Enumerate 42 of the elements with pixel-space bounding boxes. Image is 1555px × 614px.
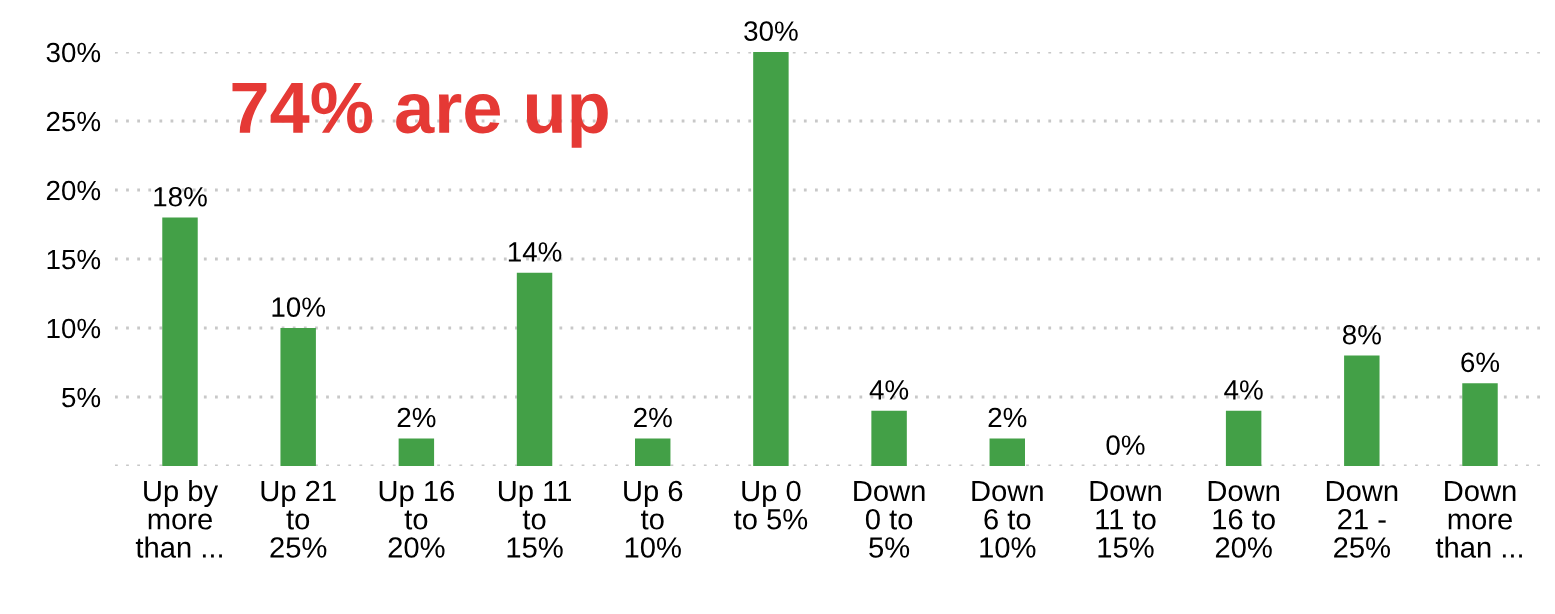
bar <box>753 52 789 466</box>
bar <box>280 328 316 466</box>
bar <box>635 438 671 466</box>
y-tick-label: 20% <box>46 180 101 201</box>
x-tick-label: Up 11 to 15% <box>498 480 571 558</box>
x-tick-label: Down 6 to 10% <box>972 480 1043 558</box>
data-label: 4% <box>869 380 909 400</box>
bar <box>1462 383 1498 466</box>
data-label: 30% <box>744 21 798 41</box>
data-label: 2% <box>988 407 1027 428</box>
x-tick-label: Down 21 - 25% <box>1326 480 1398 558</box>
x-tick-label: Down more than ... <box>1435 480 1522 558</box>
x-tick-label: Down 16 to 20% <box>1208 480 1280 558</box>
y-tick-label: 10% <box>47 318 101 339</box>
data-label: 4% <box>1224 380 1263 400</box>
bar <box>1225 410 1262 466</box>
x-tick-label: Up 16 to 20% <box>379 480 454 558</box>
data-label: 6% <box>1461 352 1500 373</box>
bar <box>871 410 907 466</box>
bar <box>1344 355 1380 466</box>
bar <box>989 438 1025 466</box>
data-label: 2% <box>634 407 672 428</box>
x-tick-label: Up by more than ... <box>135 479 222 558</box>
data-label: 2% <box>397 407 436 428</box>
bar <box>162 217 198 466</box>
data-label: 14% <box>508 242 562 262</box>
bar <box>516 272 553 466</box>
data-label: 18% <box>154 186 207 207</box>
x-tick-label: Down 11 to 15% <box>1090 480 1161 558</box>
data-label: 8% <box>1342 324 1381 345</box>
data-label: 10% <box>272 297 325 317</box>
x-tick-label: Up 21 to 25% <box>261 480 336 558</box>
y-tick-label: 30% <box>46 42 101 63</box>
annotation: 74% are up <box>232 82 608 148</box>
bar <box>398 438 435 466</box>
y-tick-label: 5% <box>62 387 101 408</box>
x-tick-label: Up 0 to 5% <box>734 480 808 530</box>
y-tick-label: 25% <box>46 111 101 132</box>
x-tick-label: Down 0 to 5% <box>854 480 925 558</box>
data-label: 0% <box>1106 435 1145 455</box>
x-tick-label: Up 6 to 10% <box>624 480 683 558</box>
y-tick-label: 15% <box>47 249 101 270</box>
